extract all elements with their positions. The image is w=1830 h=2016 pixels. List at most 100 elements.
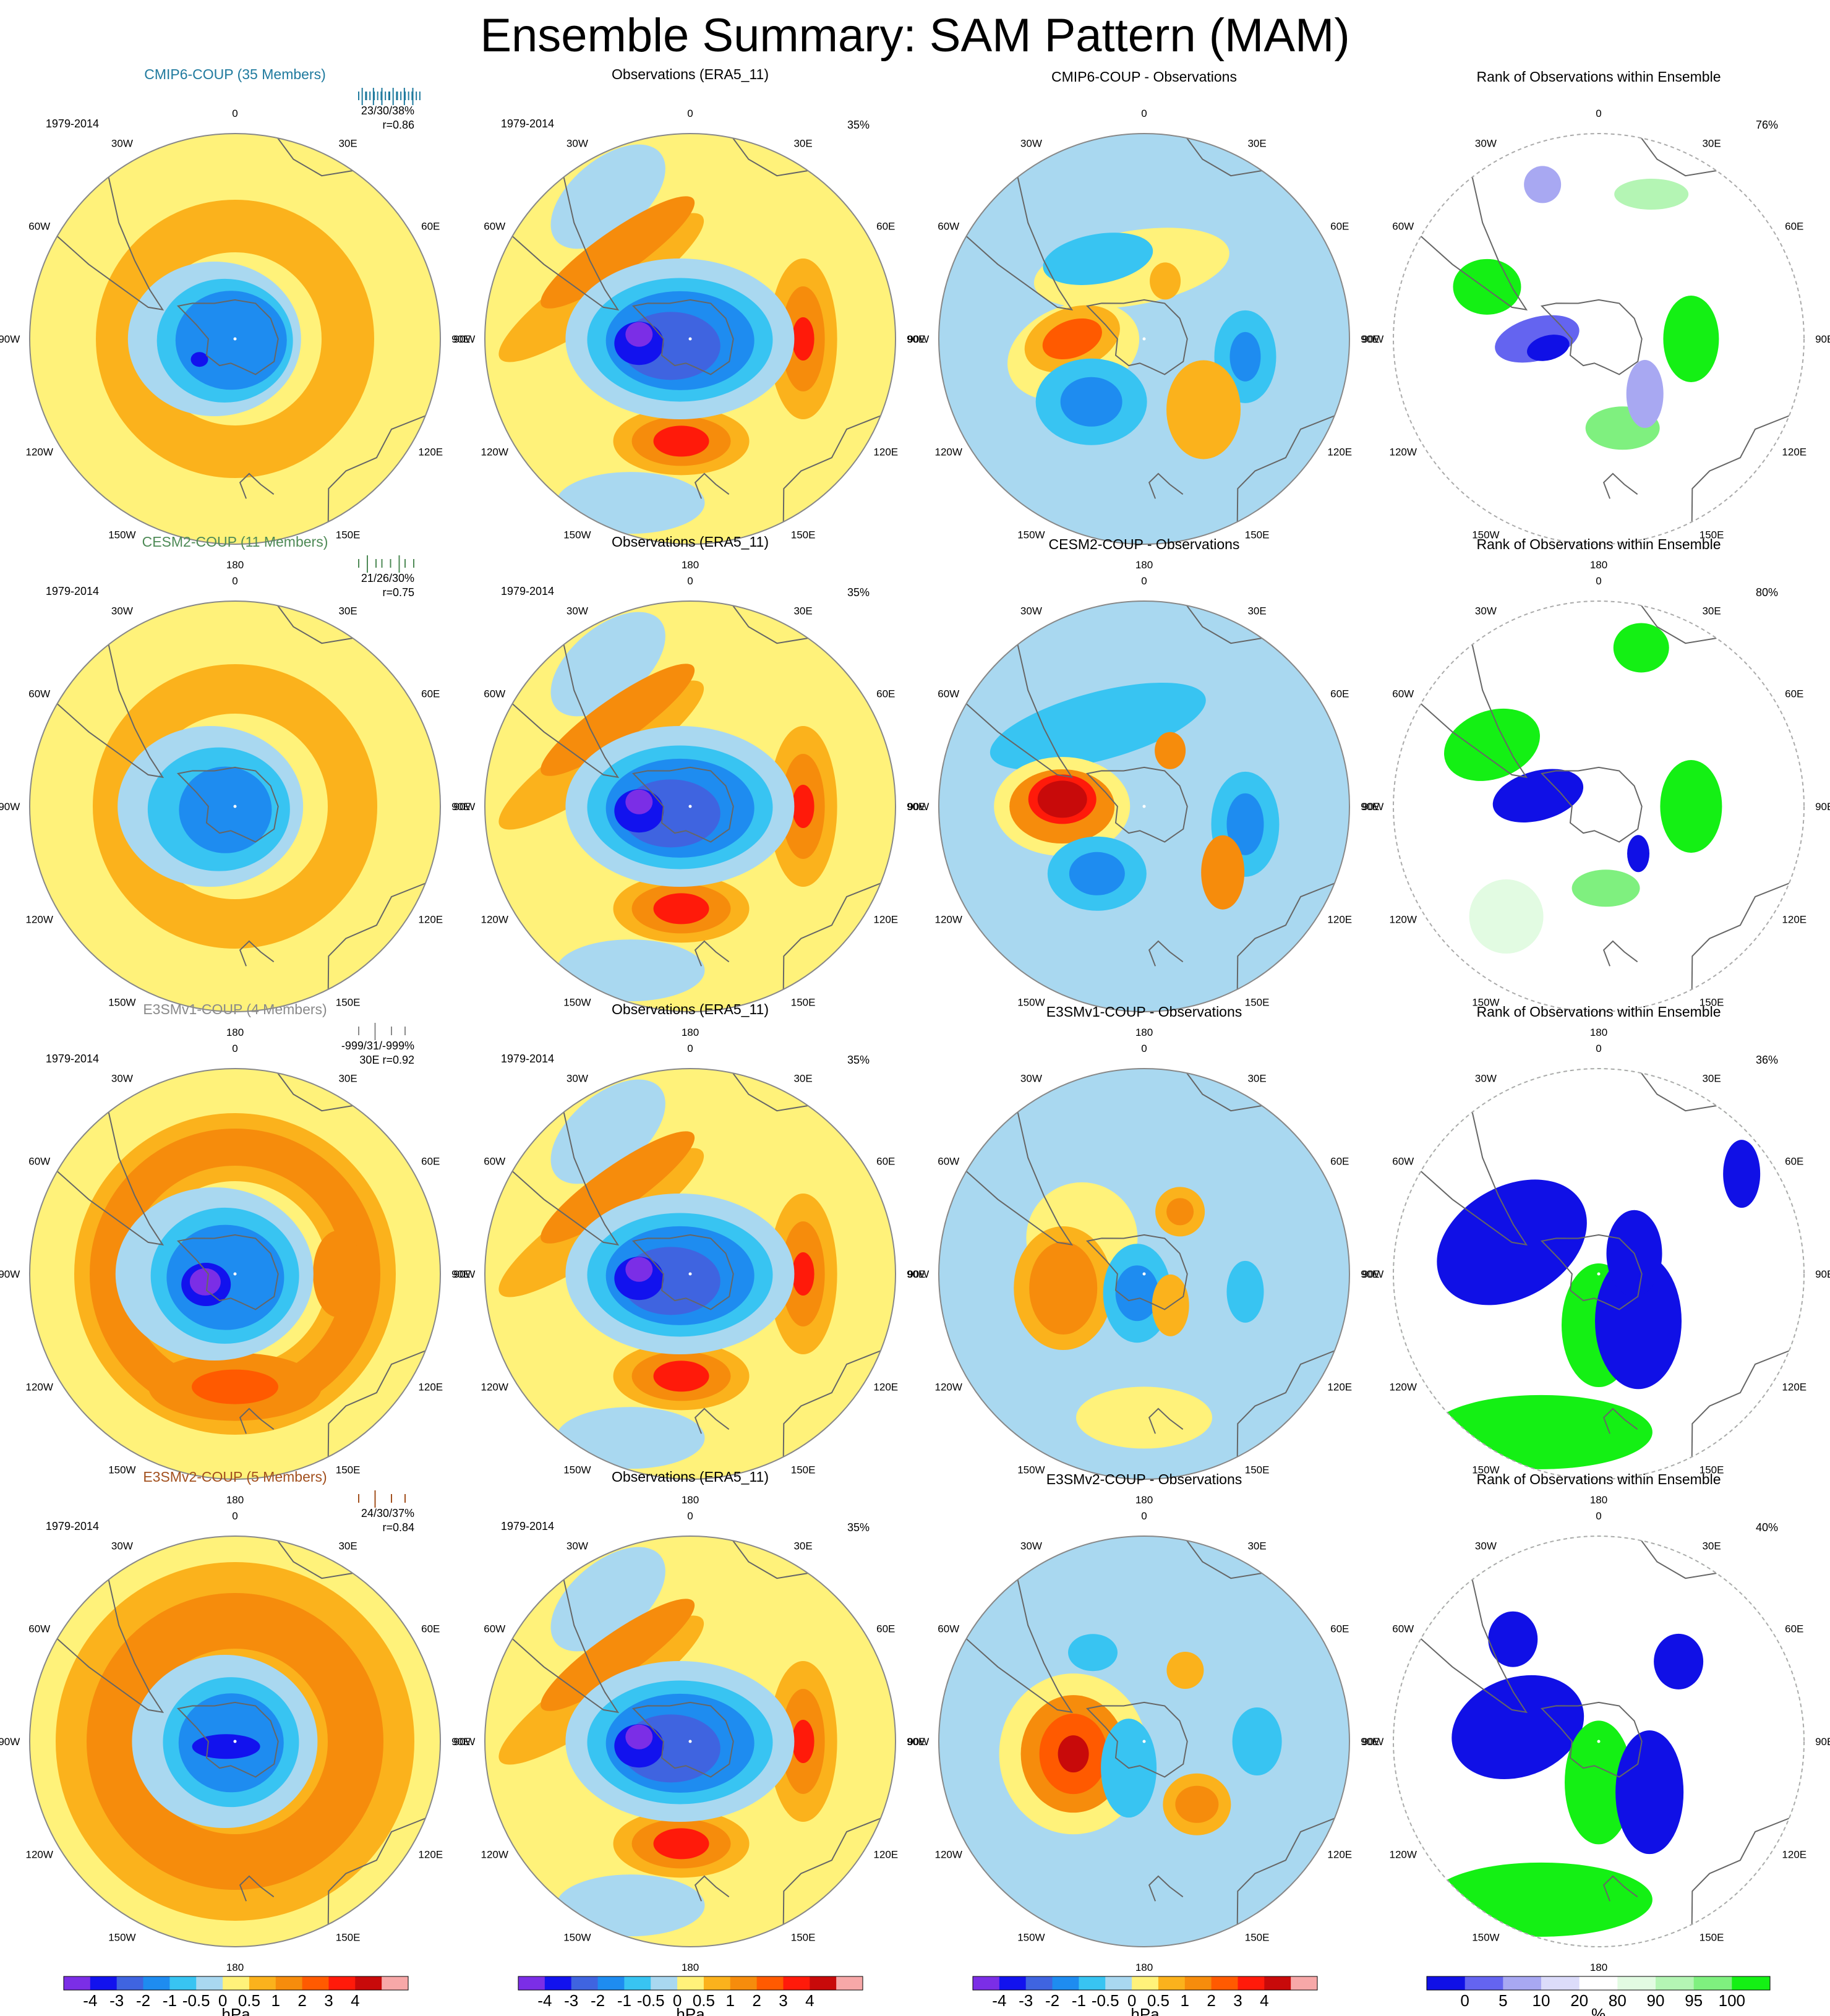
longitude-label: 0	[1141, 1043, 1147, 1054]
anomaly-contour	[556, 939, 705, 1002]
colorbar-tick-label: 1	[1181, 1991, 1189, 2010]
colorbar-tick-label: 100	[1719, 1991, 1745, 2010]
longitude-label: 150W	[1017, 1931, 1045, 1943]
anomaly-contour	[792, 1720, 815, 1763]
map-rim	[1393, 1535, 1805, 1947]
colorbar-tick-label: 0	[218, 1991, 227, 2010]
longitude-label: 150E	[1245, 1464, 1270, 1476]
colorbar-swatch	[1132, 1976, 1159, 1990]
longitude-label: 30E	[1247, 605, 1266, 617]
australia-coastline	[782, 882, 881, 989]
longitude-label: 150W	[563, 996, 591, 1008]
south-pole-marker	[233, 337, 237, 341]
longitude-label: 90E	[451, 333, 470, 345]
australia-coastline	[1691, 882, 1790, 989]
longitude-label: 0	[1141, 108, 1147, 119]
longitude-label: 150E	[791, 529, 816, 540]
longitude-label: 120W	[26, 914, 53, 926]
longitude-label: 180	[682, 1027, 699, 1038]
colorbar-unit: %	[1591, 2005, 1606, 2016]
anomaly-contour	[1723, 1140, 1761, 1208]
longitude-label: 90E	[1815, 333, 1830, 345]
longitude-label: 0	[1596, 575, 1601, 587]
map-rim	[1393, 600, 1805, 1012]
longitude-label: 90W	[1362, 333, 1383, 345]
australia-coastline	[1236, 1817, 1335, 1924]
anomaly-contour	[1029, 1242, 1098, 1335]
south-america-coastline	[56, 1579, 165, 1714]
anomaly-contour	[1166, 360, 1241, 459]
longitude-label: 30W	[567, 1073, 588, 1085]
rank-title: Rank of Observations within Ensemble	[1476, 536, 1721, 552]
australia-coastline	[327, 1817, 426, 1924]
member-spread-glyph	[358, 555, 414, 573]
africa-coastline	[732, 1072, 808, 1112]
anomaly-contour	[792, 785, 815, 828]
anomaly-contour	[1663, 296, 1719, 382]
longitude-label: 90W	[1362, 801, 1383, 813]
map-panel: 0 30E 60E 90E 120E 150E 180 150W 120W 90W 60W 30W Ra…	[1362, 536, 1830, 1038]
longitude-label: 150E	[791, 996, 816, 1008]
longitude-label: 0	[687, 575, 693, 587]
longitude-label: 30W	[1475, 605, 1497, 617]
longitude-label: 30W	[1475, 138, 1497, 150]
anomaly-contour	[1615, 1730, 1684, 1855]
south-pole-marker	[1142, 805, 1146, 808]
australia-coastline	[1691, 415, 1790, 522]
africa-coastline	[1186, 605, 1262, 644]
colorbar-swatch	[169, 1976, 197, 1990]
longitude-label: 60E	[876, 220, 895, 232]
longitude-label: 60W	[1392, 220, 1414, 232]
australia-coastline	[1236, 882, 1335, 989]
map-rim	[938, 1068, 1350, 1480]
longitude-label: 0	[687, 1043, 693, 1054]
longitude-label: 150E	[1700, 1931, 1724, 1943]
africa-coastline	[277, 1540, 353, 1579]
colorbar-swatch	[1656, 1976, 1695, 1990]
figure-title: Ensemble Summary: SAM Pattern (MAM)	[480, 9, 1350, 62]
anomaly-contour	[550, 144, 665, 249]
longitude-label: 0	[232, 108, 237, 119]
anomaly-contour	[625, 322, 653, 347]
map-panel: 0 30E 60E 90E 120E 150E 180 150W 120W 90W 60W 30W Ob…	[453, 66, 925, 571]
new-zealand-coastline	[239, 1875, 275, 1902]
longitude-label: 30E	[338, 1540, 357, 1552]
longitude-label: 150E	[1700, 996, 1724, 1008]
period-label: 1979-2014	[46, 585, 99, 597]
colorbar-tick-label: -3	[564, 1991, 578, 2010]
longitude-label: 60W	[28, 688, 50, 699]
pattern-correlation: r=0.84	[382, 1521, 414, 1534]
colorbar-tick-label: 4	[351, 1991, 359, 2010]
australia-coastline	[782, 1350, 881, 1457]
anomaly-contour	[1166, 1651, 1204, 1689]
south-america-coastline	[511, 1579, 620, 1714]
longitude-label: 60W	[484, 220, 505, 232]
colorbar-tick-label: 3	[324, 1991, 333, 2010]
longitude-label: 0	[687, 108, 693, 119]
longitude-label: 60E	[876, 1623, 895, 1634]
anomaly-contour	[653, 1828, 709, 1860]
anomaly-contour	[556, 1407, 705, 1469]
longitude-label: 150W	[108, 1931, 135, 1943]
colorbar-tick-label: 80	[1609, 1991, 1627, 2010]
colorbar-swatch	[836, 1976, 863, 1990]
longitude-label: 90W	[0, 333, 20, 345]
anomaly-contour	[1469, 879, 1544, 954]
longitude-label: 0	[232, 1510, 237, 1522]
colorbar-swatch	[328, 1976, 356, 1990]
colorbar-swatch	[730, 1976, 758, 1990]
colorbar-tick-label: -4	[83, 1991, 97, 2010]
colorbar-tick-label: 5	[1499, 1991, 1507, 2010]
anomaly-contour	[1443, 708, 1540, 781]
colorbar: -4 -3 -2 -1 -0.5 0 0.5 1 2 3 4 hPa	[972, 1976, 1318, 2016]
longitude-label: 90W	[453, 1268, 475, 1280]
period-label: 1979-2014	[46, 117, 99, 130]
anomaly-contour	[1524, 166, 1562, 203]
colorbar-swatch	[302, 1976, 329, 1990]
longitude-label: 180	[226, 1027, 244, 1038]
longitude-label: 60W	[28, 1623, 50, 1634]
longitude-label: 120E	[873, 914, 898, 926]
longitude-label: 150E	[1245, 1931, 1270, 1943]
new-zealand-coastline	[239, 472, 275, 499]
longitude-label: 120E	[418, 914, 443, 926]
